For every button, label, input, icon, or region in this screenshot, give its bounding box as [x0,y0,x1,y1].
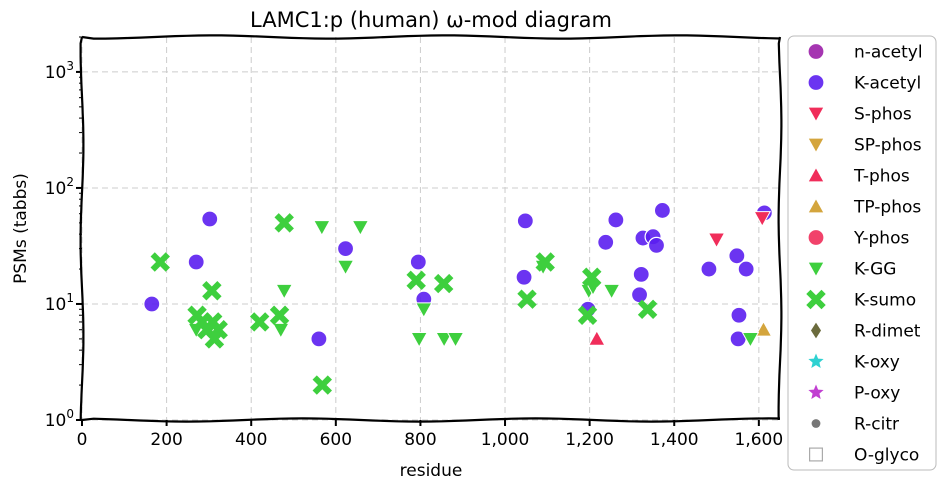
data-point-s-phos [707,232,726,249]
data-point-k-sumo [202,281,222,301]
data-point-k-gg [351,220,370,237]
legend-label: R-citr [854,415,899,435]
legend-label: K-oxy [854,353,900,373]
chart-title: LAMC1:p (human) ω-mod diagram [250,8,612,32]
legend-label: K-GG [854,260,896,280]
data-point-k-acetyl [336,240,355,258]
data-point-k-gg [336,259,355,276]
y-tick-label: 100 [45,407,74,431]
data-point-k-gg [313,220,331,237]
data-point-k-sumo [274,213,294,233]
legend-marker-o-glyco [808,447,823,462]
axis-frame-right [777,36,783,421]
data-point-k-sumo [150,252,170,272]
y-tick-label: 101 [45,291,74,315]
x-tick-label: 600 [320,430,352,450]
data-point-k-gg [410,332,429,348]
data-point-k-gg [741,332,760,348]
data-point-k-acetyl [515,268,533,286]
x-tick-label: 1,400 [650,430,699,450]
legend-label: SP-phos [854,136,922,156]
x-axis-label: residue [400,461,463,481]
x-tick-label: 200 [150,430,182,450]
x-tick-label: 0 [77,430,88,450]
data-point-k-acetyl [630,286,649,304]
data-point-k-sumo [269,305,290,325]
data-point-k-gg [435,332,453,348]
legend-label: Y-phos [853,229,909,249]
data-point-k-gg [602,283,621,300]
data-point-k-gg [275,283,294,300]
data-point-k-acetyl [632,265,650,283]
legend-label: O-glyco [854,446,919,466]
data-point-k-acetyl [187,253,205,271]
legend-label: K-sumo [854,291,916,311]
legend-label: R-dimet [854,322,921,342]
x-tick-label: 1,600 [735,430,784,450]
y-tick-label: 103 [45,59,74,83]
legend-label: T-phos [853,167,910,187]
data-point-k-sumo [577,305,598,325]
legend-marker-sp-phos [807,137,825,154]
data-point-k-acetyl [653,201,671,220]
data-point-t-phos [587,329,606,346]
data-point-k-sumo [406,270,426,291]
legend-marker-k-acetyl [807,73,825,92]
data-point-k-sumo [249,312,270,332]
legend-marker-k-gg [807,261,825,278]
data-point-tp-phos [754,320,773,337]
data-point-k-acetyl [700,260,718,278]
axis-frame-left [79,36,85,421]
data-point-k-acetyl [310,330,328,348]
x-tick-label: 800 [404,430,436,450]
data-point-k-sumo [637,299,658,320]
data-point-k-gg [446,332,465,348]
axis-frame-bottom [81,417,781,423]
data-point-k-sumo [312,375,333,395]
y-axis-label: PSMs (tabbs) [11,173,31,284]
x-tick-label: 1,200 [565,430,614,450]
data-point-k-sumo [535,252,555,272]
legend-box [787,35,937,471]
data-point-k-acetyl [143,295,161,313]
legend-marker-tp-phos [807,197,825,214]
data-point-k-acetyl [409,253,427,271]
data-point-k-acetyl [730,306,748,324]
legend-marker-k-sumo [806,289,826,310]
axis-frame-top [81,34,781,40]
y-tick-label: 102 [45,175,74,199]
data-point-k-acetyl [737,260,755,278]
data-point-k-sumo [517,289,537,309]
legend-marker-k-oxy [808,353,824,368]
legend-label: n-acetyl [854,43,923,63]
x-tick-label: 1,000 [481,430,530,450]
data-point-k-acetyl [201,210,219,228]
data-point-k-gg [271,322,290,339]
legend-marker-s-phos [807,106,825,123]
legend-marker-t-phos [807,166,825,183]
data-point-k-sumo [208,319,228,340]
legend-marker-p-oxy [808,384,824,399]
legend-marker-y-phos [807,228,825,247]
data-point-k-acetyl [728,247,746,265]
legend-label: K-acetyl [854,74,921,94]
legend-label: P-oxy [854,384,900,404]
legend-marker-n-acetyl [807,42,825,61]
legend-label: S-phos [854,105,912,125]
data-point-k-acetyl [607,211,625,229]
x-tick-label: 400 [235,430,267,450]
data-point-k-gg [414,302,433,319]
data-point-k-acetyl [647,236,666,254]
data-point-k-acetyl [597,233,615,251]
legend-label: TP-phos [853,198,921,218]
data-point-s-phos [753,211,772,228]
data-point-k-sumo [582,267,602,287]
legend-marker-r-dimet [809,320,823,341]
data-point-k-sumo [433,273,454,294]
data-point-k-acetyl [516,212,534,230]
legend-marker-r-citr [811,419,821,428]
